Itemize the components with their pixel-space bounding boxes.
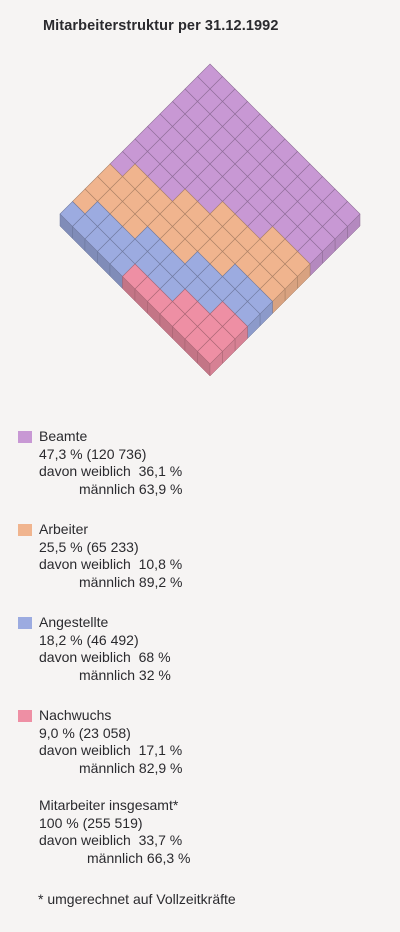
legend-swatch-arbeiter	[18, 524, 32, 536]
legend-male: männlich 32 %	[79, 666, 171, 683]
legend-female: davon weiblich 17,1 %	[39, 742, 183, 758]
legend-item-arbeiter: Arbeiter 25,5 % (65 233) davon weiblich …	[18, 521, 183, 591]
legend-label: Nachwuchs	[39, 707, 112, 723]
legend-male: männlich 89,2 %	[79, 573, 183, 590]
legend-item-beamte: Beamte 47,3 % (120 736) davon weiblich 3…	[18, 428, 183, 498]
legend-label: Angestellte	[39, 614, 109, 630]
total-female: davon weiblich 33,7 %	[39, 832, 183, 848]
legend-item-angestellte: Angestellte 18,2 % (46 492) davon weibli…	[18, 614, 171, 684]
legend-swatch-beamte	[18, 431, 32, 443]
legend-value: 9,0 % (23 058)	[39, 724, 131, 741]
cube-nachwuchs	[197, 338, 223, 377]
chart-title: Mitarbeiterstruktur per 31.12.1992	[43, 18, 279, 34]
legend-label: Beamte	[39, 428, 88, 444]
footnote: * umgerechnet auf Vollzeitkräfte	[38, 891, 236, 907]
legend-male: männlich 63,9 %	[79, 480, 183, 497]
legend-female: davon weiblich 10,8 %	[39, 556, 183, 572]
legend-swatch-nachwuchs	[18, 710, 32, 722]
legend-value: 25,5 % (65 233)	[39, 538, 139, 555]
cube-grid-chart	[59, 63, 361, 377]
legend-label: Arbeiter	[39, 521, 89, 537]
legend-value: 47,3 % (120 736)	[39, 445, 147, 462]
legend-male: männlich 82,9 %	[79, 759, 183, 776]
total-value: 100 % (255 519)	[39, 814, 143, 831]
legend-swatch-angestellte	[18, 617, 32, 629]
legend-item-nachwuchs: Nachwuchs 9,0 % (23 058) davon weiblich …	[18, 707, 183, 777]
legend-female: davon weiblich 68 %	[39, 649, 171, 665]
total-label: Mitarbeiter insgesamt*	[39, 797, 179, 813]
total-male: männlich 66,3 %	[87, 849, 191, 866]
legend-female: davon weiblich 36,1 %	[39, 463, 183, 479]
total-summary: Mitarbeiter insgesamt* 100 % (255 519) d…	[39, 797, 191, 867]
legend-value: 18,2 % (46 492)	[39, 631, 139, 648]
